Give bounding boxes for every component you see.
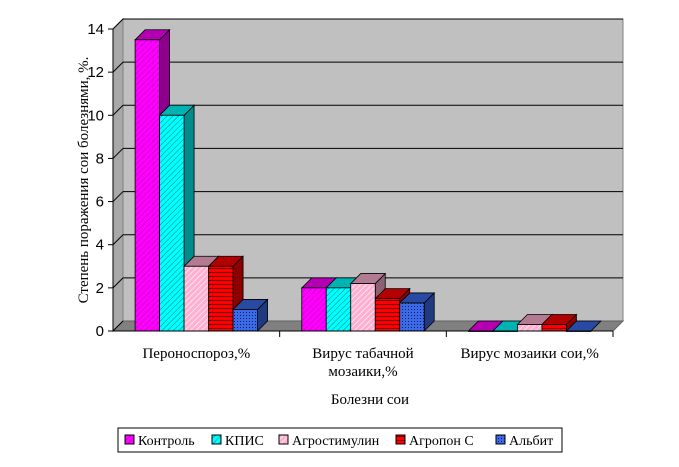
gridline-side bbox=[112, 148, 124, 159]
gridline-side bbox=[112, 104, 124, 116]
plot-side-wall bbox=[112, 17, 124, 333]
legend-swatch bbox=[495, 434, 506, 445]
y-tick-label: 6 bbox=[96, 194, 104, 211]
x-tick-label: мозаики,% bbox=[328, 364, 397, 380]
gridline-side bbox=[112, 61, 124, 73]
legend-box bbox=[117, 427, 563, 453]
legend: Контроль КПИС Агростимулин Агропон С Альбит bbox=[117, 427, 563, 453]
legend-label: Альбит bbox=[509, 434, 553, 449]
legend-label: Контроль bbox=[138, 434, 195, 449]
x-tick-label: Вирус мозаики сои,% bbox=[460, 346, 598, 362]
y-tick-label: 4 bbox=[96, 237, 104, 254]
y-tick-label: 2 bbox=[96, 280, 104, 297]
y-tick-label: 8 bbox=[96, 150, 104, 167]
bar bbox=[398, 291, 436, 332]
gridline-side bbox=[112, 320, 124, 332]
legend-swatch bbox=[395, 434, 406, 445]
x-tick-label: Вирус табачной bbox=[312, 346, 413, 362]
legend-swatch bbox=[211, 434, 222, 445]
bar bbox=[158, 104, 196, 332]
gridline-side bbox=[112, 18, 124, 30]
y-tick-label: 14 bbox=[87, 21, 104, 38]
y-tick-label: 12 bbox=[87, 64, 104, 81]
bar bbox=[565, 320, 602, 332]
legend-label: КПИС bbox=[225, 434, 264, 449]
x-tick-label: Пероноспороз,% bbox=[142, 346, 250, 362]
legend-swatch bbox=[124, 434, 135, 445]
x-axis-label: Болезни сои bbox=[331, 392, 409, 408]
gridline-side bbox=[112, 191, 124, 202]
y-axis-label: Степень поражения сои болезнями, %. bbox=[76, 57, 92, 304]
legend-label: Агростимулин bbox=[292, 434, 380, 449]
y-tick-label: 10 bbox=[87, 107, 104, 124]
legend-swatch bbox=[278, 434, 289, 445]
bar bbox=[232, 298, 269, 332]
gridline-side bbox=[112, 277, 124, 289]
legend-label: Агропон С bbox=[409, 434, 474, 449]
y-tick-label: 0 bbox=[96, 323, 104, 340]
gridline-side bbox=[112, 234, 124, 246]
